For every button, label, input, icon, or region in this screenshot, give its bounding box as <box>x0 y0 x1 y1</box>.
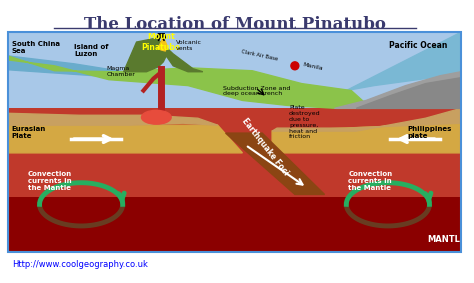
Text: Pacific Ocean: Pacific Ocean <box>389 41 447 50</box>
Polygon shape <box>356 78 461 108</box>
Circle shape <box>291 62 299 70</box>
Text: Clark Air Base: Clark Air Base <box>240 49 278 62</box>
Polygon shape <box>346 32 461 91</box>
Text: South China
Sea: South China Sea <box>12 41 60 54</box>
Text: Magma
Chamber: Magma Chamber <box>107 66 136 77</box>
Polygon shape <box>272 108 461 131</box>
FancyBboxPatch shape <box>8 32 461 108</box>
Polygon shape <box>8 108 218 125</box>
Polygon shape <box>8 36 371 108</box>
FancyBboxPatch shape <box>8 198 461 252</box>
Text: Http://www.coolgeography.co.uk: Http://www.coolgeography.co.uk <box>12 260 148 269</box>
FancyBboxPatch shape <box>8 108 461 252</box>
Text: Convection
currents in
the Mantle: Convection currents in the Mantle <box>348 171 392 190</box>
Text: Eurasian
Plate: Eurasian Plate <box>12 126 46 139</box>
Text: Mount
Pinatubo: Mount Pinatubo <box>142 32 181 52</box>
Text: Plate
destroyed
due to
pressure,
heat and
friction: Plate destroyed due to pressure, heat an… <box>289 105 320 140</box>
Text: Subduction Zone and
deep ocean trench: Subduction Zone and deep ocean trench <box>223 85 290 97</box>
Text: Manila: Manila <box>302 62 323 71</box>
Polygon shape <box>124 38 203 72</box>
Text: Volcanic
vents: Volcanic vents <box>176 40 202 51</box>
Text: MANTLE: MANTLE <box>428 235 466 245</box>
Text: Island of
Luzon: Island of Luzon <box>74 44 109 57</box>
Polygon shape <box>157 37 167 51</box>
Text: The Location of Mount Pinatubo: The Location of Mount Pinatubo <box>83 16 385 33</box>
Text: Philippines
plate: Philippines plate <box>408 126 452 139</box>
Polygon shape <box>335 72 461 108</box>
Ellipse shape <box>142 110 171 124</box>
Polygon shape <box>8 125 242 153</box>
Polygon shape <box>272 123 461 153</box>
Text: Convection
currents in
the Mantle: Convection currents in the Mantle <box>27 171 72 190</box>
Polygon shape <box>226 133 325 194</box>
Polygon shape <box>8 32 124 76</box>
Text: Earthquake Foci: Earthquake Foci <box>240 117 290 177</box>
